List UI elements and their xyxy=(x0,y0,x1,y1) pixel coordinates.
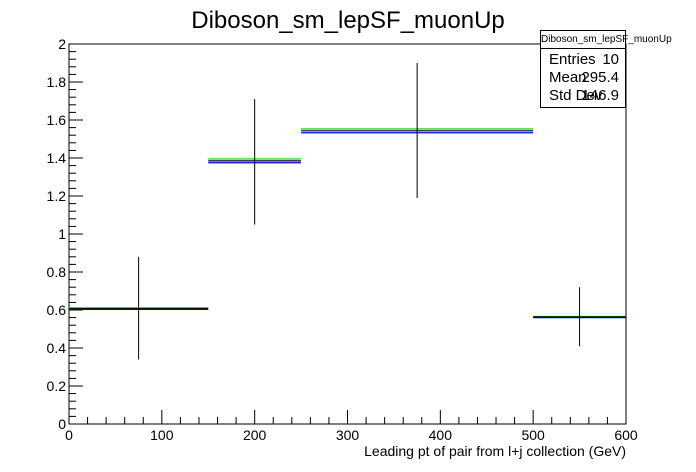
x-tick-label: 0 xyxy=(65,427,73,443)
stats-value: 295.4 xyxy=(581,69,619,86)
y-tick-label: 0 xyxy=(58,416,66,432)
y-axis: 0 0.2 0.4 0.6 0.8 1 1.2 1.4 1.6 1.8 2 xyxy=(47,36,83,432)
histogram-bin xyxy=(208,99,302,225)
chart-title: Diboson_sm_lepSF_muonUp xyxy=(191,7,505,34)
stats-row-entries: Entries 10 xyxy=(549,51,619,69)
stats-value: 10 xyxy=(602,51,619,68)
x-axis: 0 100 200 300 400 500 600 xyxy=(65,410,638,443)
y-tick-label: 1.6 xyxy=(47,112,67,128)
stats-key: Std Dev xyxy=(549,87,603,104)
y-tick-label: 0.6 xyxy=(47,302,67,318)
x-tick-label: 200 xyxy=(243,427,267,443)
y-tick-label: 0.2 xyxy=(47,378,67,394)
y-tick-label: 0.8 xyxy=(47,264,67,280)
y-tick-label: 2 xyxy=(58,36,66,52)
stats-value: 146.9 xyxy=(581,87,619,104)
y-tick-label: 0.4 xyxy=(47,340,67,356)
stats-box: Diboson_sm_lepSF_muonUp Entries 10 Mean … xyxy=(540,30,672,108)
stats-key: Mean xyxy=(549,69,587,86)
y-tick-label: 1.4 xyxy=(47,150,67,166)
x-axis-label: Leading pt of pair from l+j collection (… xyxy=(364,443,626,459)
histogram-bin xyxy=(69,256,209,360)
histogram-series xyxy=(69,63,626,360)
x-tick-label: 300 xyxy=(336,427,360,443)
x-tick-label: 600 xyxy=(614,427,638,443)
histogram-bin xyxy=(533,287,626,347)
x-tick-label: 500 xyxy=(521,427,545,443)
x-tick-label: 100 xyxy=(150,427,174,443)
y-tick-label: 1.2 xyxy=(47,188,67,204)
y-tick-label: 1.8 xyxy=(47,74,67,90)
y-tick-label: 1 xyxy=(58,226,66,242)
stats-row-stddev: Std Dev 146.9 xyxy=(549,87,619,105)
stats-row-mean: Mean 295.4 xyxy=(549,69,619,87)
stats-key: Entries xyxy=(549,51,596,68)
histogram-bin xyxy=(301,63,534,198)
x-tick-label: 400 xyxy=(429,427,453,443)
stats-title: Diboson_sm_lepSF_muonUp xyxy=(541,31,672,49)
